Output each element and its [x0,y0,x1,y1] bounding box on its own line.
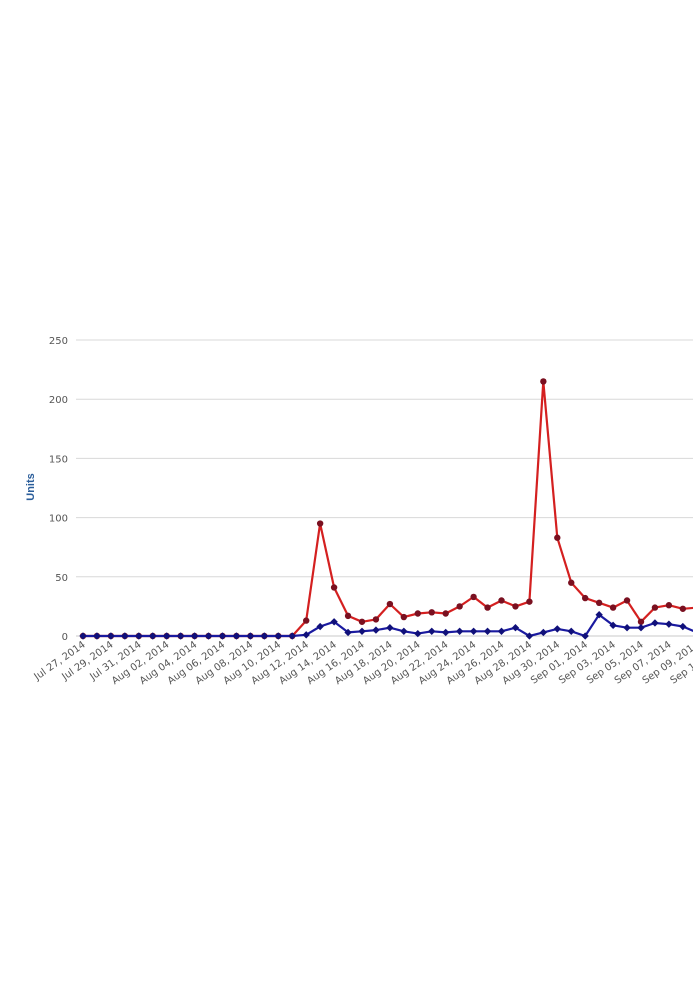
data-point[interactable] [497,627,506,635]
data-point[interactable] [344,612,352,620]
data-point[interactable] [442,628,450,637]
data-point[interactable] [623,597,631,604]
data-point[interactable] [609,621,617,630]
data-point[interactable] [386,624,394,632]
data-point[interactable] [651,619,659,627]
data-point[interactable] [316,520,324,527]
data-point[interactable] [149,632,157,640]
series-line [83,613,693,638]
data-point[interactable] [469,627,478,635]
data-point[interactable] [526,598,533,605]
series-0 [79,378,693,640]
data-point[interactable] [581,632,589,640]
data-point[interactable] [651,604,659,611]
data-point[interactable] [609,604,617,611]
data-point[interactable] [483,627,492,635]
data-point[interactable] [414,629,422,638]
data-point[interactable] [567,627,575,635]
data-point[interactable] [386,600,394,608]
data-point[interactable] [190,632,199,640]
data-point[interactable] [637,624,645,632]
data-point[interactable] [93,632,101,640]
data-point[interactable] [330,584,338,591]
data-point[interactable] [679,605,687,612]
data-point[interactable] [218,632,227,640]
series-line [83,380,693,638]
data-point[interactable] [135,632,143,640]
data-point[interactable] [512,603,519,610]
data-point[interactable] [372,626,380,634]
data-point[interactable] [358,627,366,635]
data-point[interactable] [316,622,324,631]
data-point[interactable] [246,632,255,640]
y-axis-label: Units [25,473,37,501]
data-point[interactable] [539,628,548,637]
data-point[interactable] [302,631,310,639]
data-point[interactable] [484,604,491,611]
data-point[interactable] [428,609,435,616]
data-point[interactable] [511,624,520,632]
y-tick-label: 150 [49,454,68,465]
data-point[interactable] [679,622,687,631]
data-point[interactable] [428,627,436,635]
y-tick-label: 100 [49,514,68,525]
data-point[interactable] [163,632,171,640]
data-point[interactable] [525,632,534,640]
data-point[interactable] [288,632,296,640]
data-point[interactable] [204,632,213,640]
data-point[interactable] [330,618,338,626]
data-point[interactable] [121,632,129,640]
data-point[interactable] [232,632,241,640]
data-point[interactable] [455,627,464,635]
data-point[interactable] [372,616,380,623]
data-point[interactable] [665,620,673,628]
data-point[interactable] [540,378,547,385]
gridlines [76,339,693,637]
series-1 [79,611,693,640]
data-point[interactable] [595,599,603,607]
y-tick-label: 0 [62,632,68,643]
data-point[interactable] [260,632,269,640]
y-tick-label: 50 [55,573,68,584]
data-point[interactable] [595,611,603,619]
data-point[interactable] [456,603,463,610]
data-point[interactable] [400,627,408,635]
data-point[interactable] [554,534,561,541]
data-point[interactable] [442,610,449,617]
y-axis-ticks: 0 50 100 150 200 250 [49,336,68,643]
data-point[interactable] [344,628,352,637]
data-point[interactable] [470,593,477,601]
data-point[interactable] [553,625,561,633]
data-point[interactable] [568,579,575,586]
data-point[interactable] [623,624,631,632]
data-point[interactable] [582,594,589,602]
y-tick-label: 250 [49,336,68,347]
data-point[interactable] [414,610,421,617]
data-point[interactable] [498,597,505,604]
series-lines [79,378,693,640]
data-point[interactable] [79,632,87,640]
data-point[interactable] [665,602,673,609]
data-point[interactable] [274,632,282,640]
data-point[interactable] [107,632,115,640]
data-point[interactable] [400,613,408,621]
data-point[interactable] [637,618,645,625]
y-tick-label: 200 [49,395,68,406]
data-point[interactable] [176,632,185,640]
data-point[interactable] [358,618,366,625]
data-point[interactable] [303,617,310,624]
